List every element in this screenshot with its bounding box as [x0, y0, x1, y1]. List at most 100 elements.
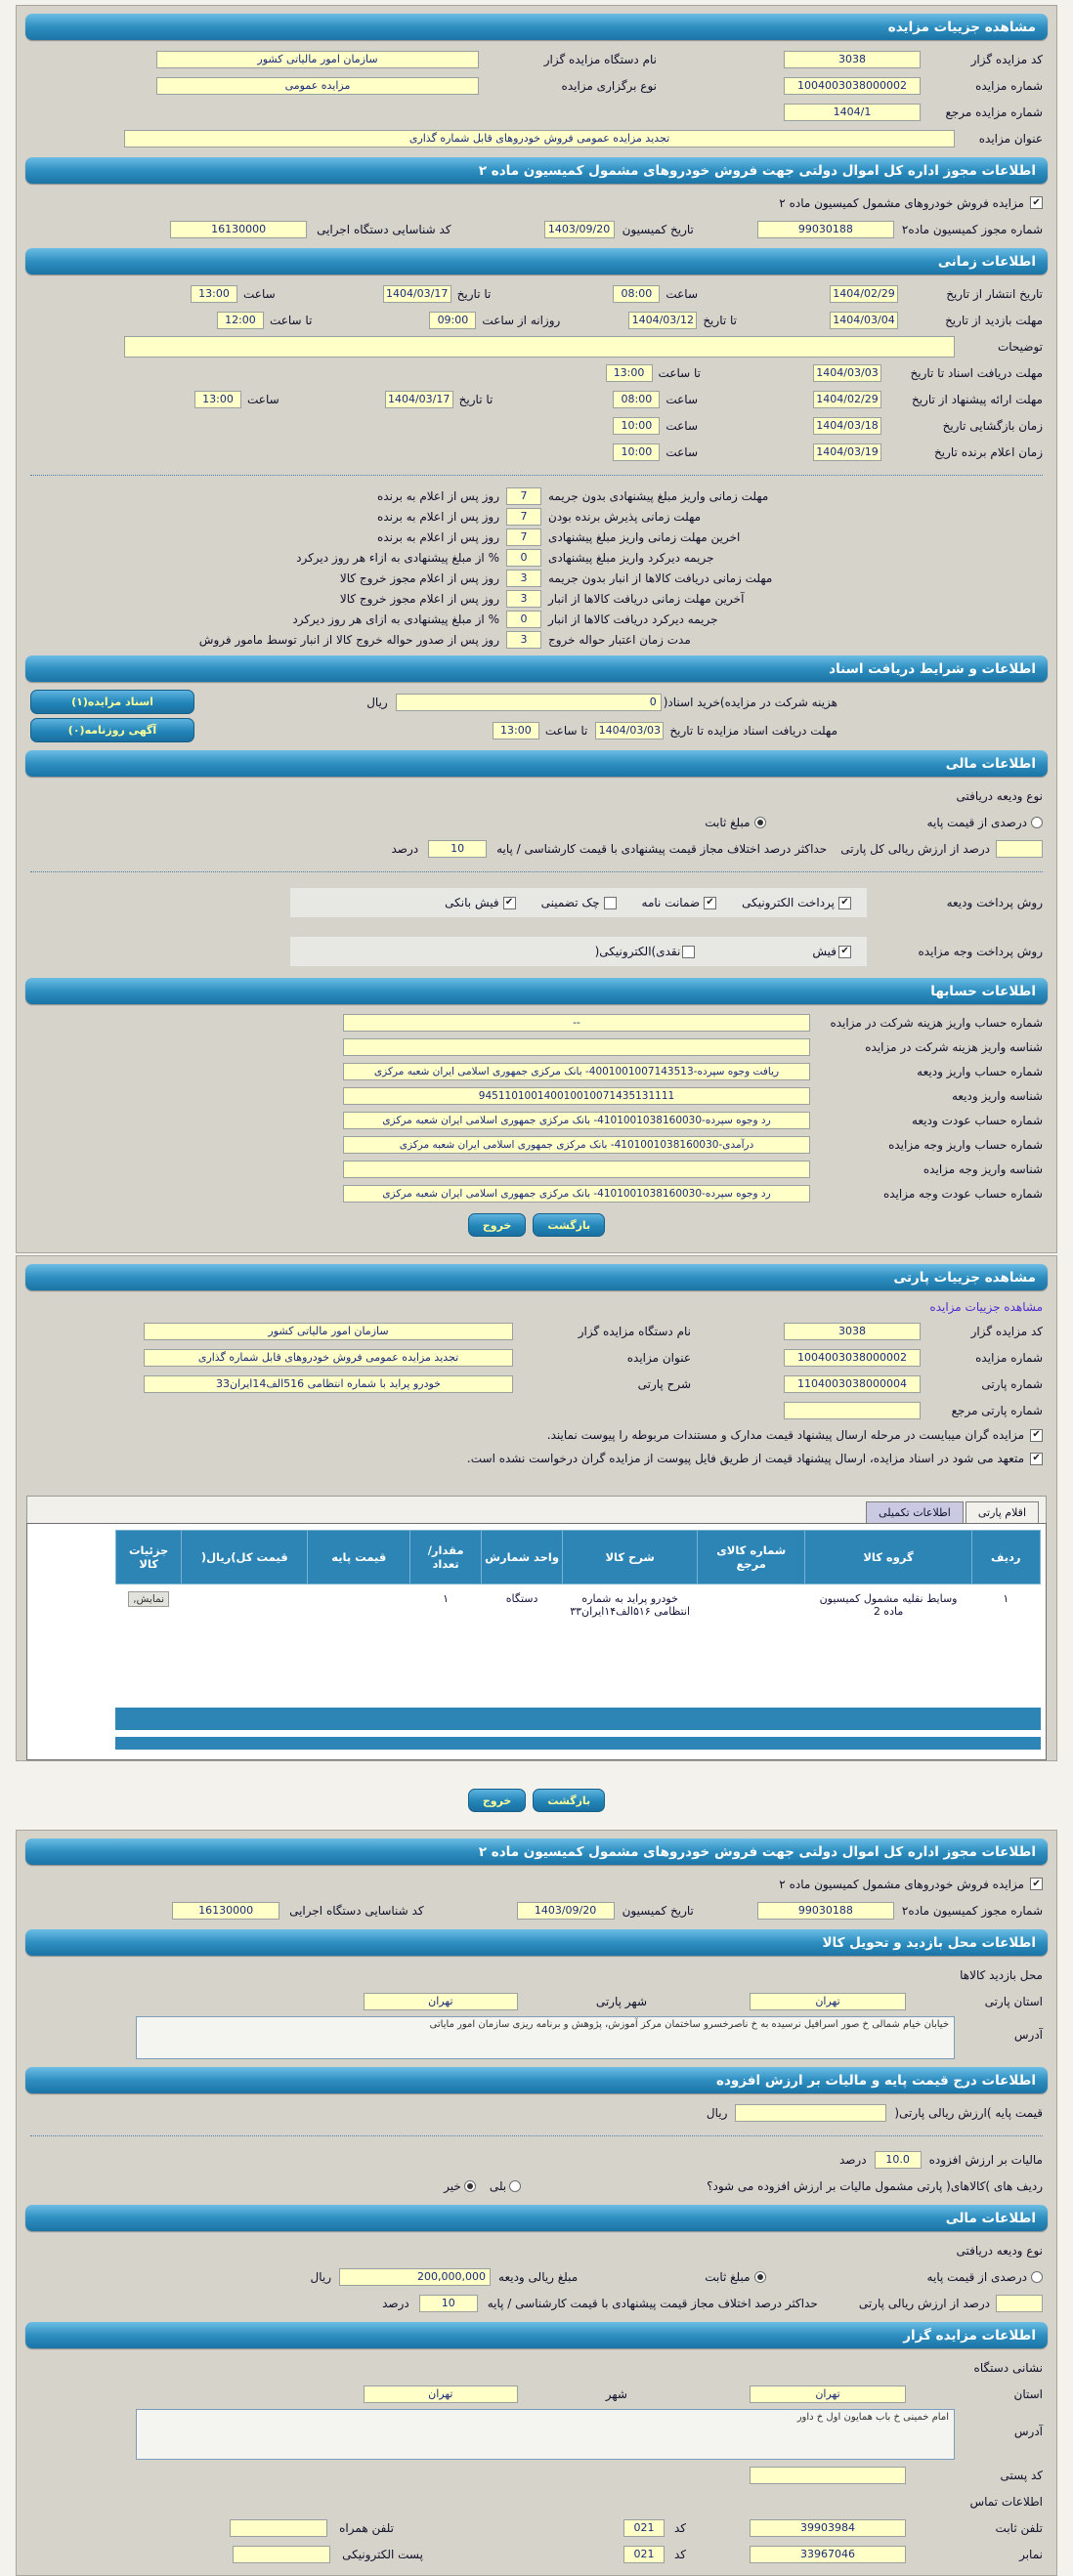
article2-checkbox[interactable] [1030, 196, 1043, 209]
bank-slip-checkbox[interactable] [502, 896, 516, 909]
auction-ref-field[interactable]: 1404/1 [784, 103, 921, 121]
notes-field[interactable] [124, 335, 955, 358]
auction-type-field[interactable]: مزایده عمومی [156, 76, 479, 95]
guaranteed-check-checkbox[interactable] [603, 896, 617, 909]
show-details-button[interactable]: نمایش, [128, 1591, 170, 1607]
docs-deadline2-date-field[interactable]: 1404/03/03 [595, 721, 665, 739]
newspaper-ad-button[interactable]: آگهی روزنامه(۰) [30, 718, 194, 742]
table-pager-bar[interactable] [115, 1708, 1041, 1730]
account-field[interactable]: رد وجوه سپرده-4101001038160030- بانک مرک… [343, 1111, 810, 1129]
no-file-request-checkbox[interactable] [1030, 1452, 1043, 1465]
account-field[interactable]: -- [343, 1013, 810, 1032]
base-price-field[interactable] [735, 2103, 887, 2122]
electronic-payment-checkbox[interactable] [838, 896, 851, 909]
phone-field[interactable]: 39903984 [750, 2518, 906, 2537]
tab-party-items[interactable]: اقلام پارتی [965, 1501, 1039, 1523]
party-percent-field[interactable] [996, 839, 1043, 858]
vat-no-radio[interactable] [463, 2179, 476, 2192]
party-province-field[interactable]: تهران [750, 1992, 906, 2010]
email-field[interactable] [233, 2545, 331, 2563]
party-ref-field[interactable] [784, 1401, 921, 1419]
max-diff-field[interactable]: 10 [428, 839, 488, 858]
fixed-amount-radio[interactable] [753, 816, 766, 828]
winner-time-field[interactable]: 10:00 [613, 443, 661, 461]
offer-to-time-field[interactable]: 13:00 [194, 390, 241, 408]
visit-to-date-field[interactable]: 1404/03/12 [628, 311, 698, 329]
deposit-amount-field[interactable]: 200,000,000 [339, 2267, 492, 2286]
guarantee-letter-checkbox[interactable] [704, 896, 717, 909]
offer-to-date-field[interactable]: 1404/03/17 [384, 390, 453, 408]
percent-of-base-radio[interactable] [1031, 2270, 1043, 2283]
cash-electronic-checkbox[interactable] [682, 945, 696, 958]
auction-title-field[interactable]: تجدید مزایده عمومی فروش خودروهای قابل شم… [124, 129, 955, 148]
seller-city-field[interactable]: تهران [363, 2385, 518, 2403]
attach-docs-checkbox[interactable] [1030, 1428, 1043, 1442]
winner-date-field[interactable]: 1404/03/19 [813, 443, 881, 461]
offer-from-time-field[interactable]: 08:00 [613, 390, 661, 408]
back-button[interactable]: بازگشت [533, 1789, 606, 1812]
visit-time-to-field[interactable]: 12:00 [216, 311, 264, 329]
exit-button[interactable]: خروج [467, 1789, 527, 1812]
account-field[interactable] [343, 1037, 810, 1056]
auction-title-field[interactable]: تجدید مزایده عمومی فروش خودروهای قابل شم… [144, 1348, 513, 1367]
docs-deadline2-time-field[interactable]: 13:00 [492, 721, 539, 739]
percent-of-base-radio[interactable] [1031, 816, 1043, 828]
vat-field[interactable]: 10.0 [874, 2150, 922, 2169]
auction-number-field[interactable]: 1004003038000002 [784, 1348, 921, 1367]
publish-from-date-field[interactable]: 1404/02/29 [830, 284, 898, 303]
docs-fee-field[interactable]: 0 [395, 693, 662, 711]
fax-field[interactable]: 33967046 [750, 2545, 906, 2563]
penalty-value-field[interactable]: 0 [506, 610, 541, 628]
bidder-code-field[interactable]: 3038 [784, 50, 921, 68]
party-city-field[interactable]: تهران [363, 1992, 518, 2010]
party-address-field[interactable]: خیابان خیام شمالی خ صور اسرافیل نرسیده ب… [136, 2016, 955, 2059]
fax-code-field[interactable]: 021 [622, 2545, 665, 2563]
party-percent-field[interactable] [996, 2294, 1043, 2312]
publish-to-time-field[interactable]: 13:00 [191, 284, 237, 303]
penalty-value-field[interactable]: 0 [506, 548, 541, 567]
auction-number-field[interactable]: 1004003038000002 [784, 76, 921, 95]
bidder-code-field[interactable]: 3038 [784, 1322, 921, 1340]
mobile-field[interactable] [230, 2518, 328, 2537]
penalty-value-field[interactable]: 3 [506, 630, 541, 649]
docs-deadline-date-field[interactable]: 1404/03/03 [813, 363, 881, 382]
agency-code-field[interactable]: 16130000 [170, 220, 308, 238]
party-number-field[interactable]: 1104003038000004 [784, 1374, 921, 1393]
permit-no-field[interactable]: 99030188 [756, 1901, 894, 1920]
seller-address-field[interactable]: امام خمینی خ باب همایون اول خ داور [136, 2409, 955, 2460]
org-name-field[interactable]: سازمان امور مالیاتی کشور [144, 1322, 513, 1340]
permit-no-field[interactable]: 99030188 [756, 220, 894, 238]
penalty-value-field[interactable]: 7 [506, 507, 541, 526]
publish-to-date-field[interactable]: 1404/03/17 [382, 284, 451, 303]
article2-checkbox[interactable] [1030, 1878, 1043, 1890]
account-field[interactable]: درآمدی-4101001038160030- بانک مرکزی جمهو… [343, 1135, 810, 1154]
docs-deadline-time-field[interactable]: 13:00 [605, 363, 653, 382]
vat-yes-radio[interactable] [509, 2179, 522, 2192]
auction-docs-button[interactable]: اسناد مزایده(۱) [30, 690, 194, 714]
commission-date-field[interactable]: 1403/09/20 [516, 1901, 615, 1920]
opening-time-field[interactable]: 10:00 [613, 416, 661, 435]
seller-province-field[interactable]: تهران [750, 2385, 906, 2403]
account-field[interactable]: رد وجوه سپرده-4101001038160030- بانک مرک… [343, 1184, 810, 1203]
max-diff-field[interactable]: 10 [418, 2294, 478, 2312]
offer-from-date-field[interactable]: 1404/02/29 [813, 390, 881, 408]
publish-from-time-field[interactable]: 08:00 [613, 284, 661, 303]
penalty-value-field[interactable]: 3 [506, 589, 541, 608]
fixed-amount-radio[interactable] [753, 2270, 766, 2283]
party-desc-field[interactable]: خودرو پراید با شماره انتظامی 516الف14ایر… [144, 1374, 513, 1393]
penalty-value-field[interactable]: 7 [506, 528, 541, 546]
view-auction-details-link[interactable]: مشاهده جزییات مزایده [929, 1300, 1043, 1314]
penalty-value-field[interactable]: 7 [506, 486, 541, 505]
account-field[interactable]: ریافت وجوه سپرده-4001001007143513- بانک … [343, 1062, 810, 1080]
agency-code-field[interactable]: 16130000 [172, 1901, 280, 1920]
slip-checkbox[interactable] [838, 945, 851, 958]
account-field[interactable]: 945110100140010010071435131111 [343, 1086, 810, 1105]
opening-date-field[interactable]: 1404/03/18 [813, 416, 881, 435]
postal-code-field[interactable] [750, 2466, 906, 2484]
back-button[interactable]: بازگشت [533, 1213, 606, 1237]
account-field[interactable] [343, 1160, 810, 1178]
exit-button[interactable]: خروج [467, 1213, 527, 1237]
penalty-value-field[interactable]: 3 [506, 569, 541, 587]
org-name-field[interactable]: سازمان امور مالیاتی کشور [156, 50, 479, 68]
tab-extra-info[interactable]: اطلاعات تکمیلی [866, 1501, 964, 1523]
